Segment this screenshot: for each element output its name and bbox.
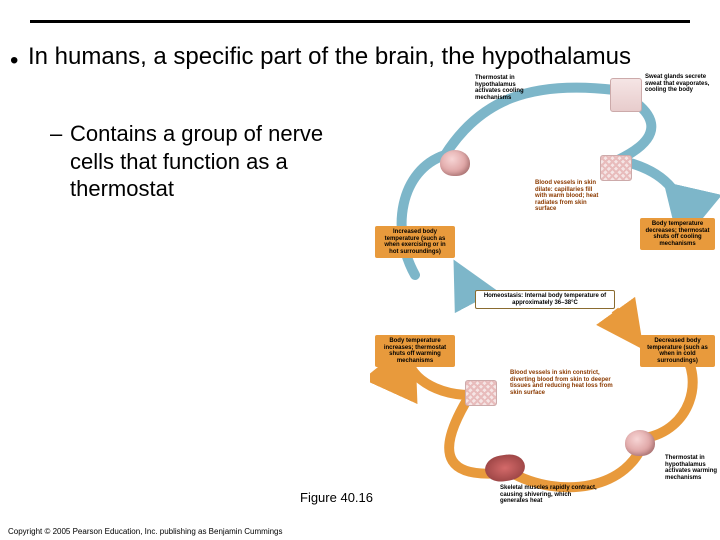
vessels-constrict-label: Blood vessels in skin constrict, diverti… xyxy=(510,370,620,396)
increased-temp-box: Increased body temperature (such as when… xyxy=(375,226,455,258)
dilated-vessels-icon xyxy=(600,155,632,181)
sweat-label: Sweat glands secrete sweat that evaporat… xyxy=(645,74,720,94)
figure-label: Figure 40.16 xyxy=(300,490,373,505)
temp-increases-box: Body temperature increases; thermostat s… xyxy=(375,335,455,367)
sweat-gland-icon xyxy=(610,78,642,112)
constricted-vessels-icon xyxy=(465,380,497,406)
flow-arrows xyxy=(370,60,720,500)
homeo-to-dec-arrow xyxy=(615,310,638,342)
thermostat-warm-label: Thermostat in hypothalamus activates war… xyxy=(665,455,720,481)
shiver-label: Skeletal muscles rapidly contract, causi… xyxy=(500,485,600,505)
brain-top-icon xyxy=(440,150,470,176)
decreased-temp-box: Decreased body temperature (such as when… xyxy=(640,335,715,367)
homeo-to-inc-arrow xyxy=(458,268,475,300)
thermoregulation-diagram: Thermostat in hypothalamus activates coo… xyxy=(370,60,720,500)
sub-bullet: – Contains a group of nerve cells that f… xyxy=(70,120,370,203)
bullet-dot-icon: • xyxy=(10,46,18,76)
homeostasis-box: Homeostasis: Internal body temperature o… xyxy=(475,290,615,309)
copyright-text: Copyright © 2005 Pearson Education, Inc.… xyxy=(8,527,283,536)
temp-decreases-box: Body temperature decreases; thermostat s… xyxy=(640,218,715,250)
vessels-dilate-label: Blood vessels in skin dilate: capillarie… xyxy=(535,180,605,213)
sub-bullet-text: Contains a group of nerve cells that fun… xyxy=(70,121,323,201)
sub-bullet-dash-icon: – xyxy=(50,120,62,148)
warm-loop-arrow xyxy=(408,348,693,487)
thermostat-cool-label: Thermostat in hypothalamus activates coo… xyxy=(475,75,535,101)
header-divider xyxy=(30,20,690,23)
muscle-icon xyxy=(483,452,526,483)
brain-bottom-icon xyxy=(625,430,655,456)
